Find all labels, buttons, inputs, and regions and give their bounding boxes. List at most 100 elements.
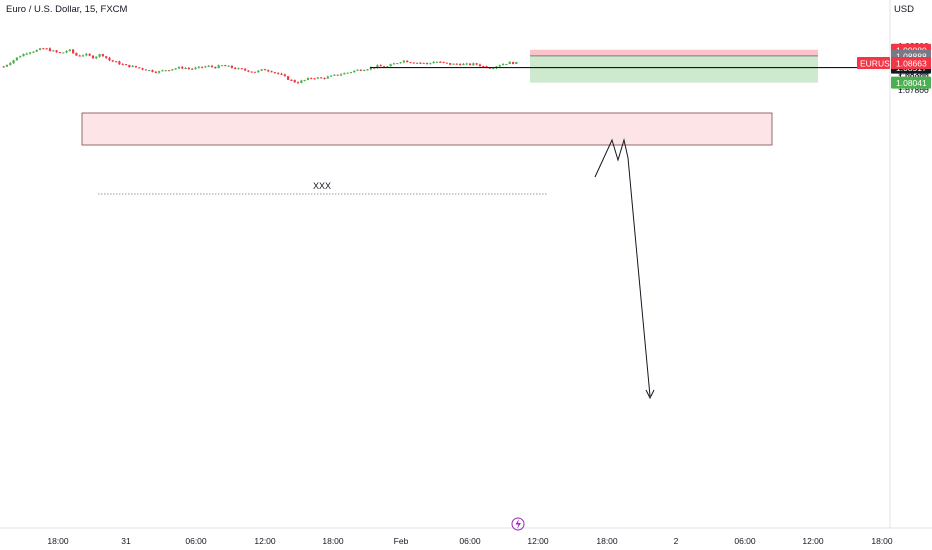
candle-body xyxy=(35,49,38,52)
candle-body xyxy=(505,63,508,65)
candle-body xyxy=(98,54,101,57)
candle-body xyxy=(429,63,432,65)
x-tick-label: 12:00 xyxy=(254,536,276,546)
x-tick-label: 06:00 xyxy=(734,536,756,546)
take-profit-zone xyxy=(530,55,818,83)
target-price-tag xyxy=(891,76,931,89)
candle-body xyxy=(459,64,462,66)
candle-body xyxy=(101,54,104,57)
candle-body xyxy=(478,64,482,67)
candle-body xyxy=(105,56,108,58)
stop-loss-zone xyxy=(530,49,818,56)
y-tick-label: 1.08300 xyxy=(898,69,929,79)
last-price-tag xyxy=(891,56,931,69)
candle-body xyxy=(111,60,114,62)
candle-body xyxy=(181,67,184,69)
candle-body xyxy=(339,74,343,76)
candle-body xyxy=(177,67,181,69)
candle-body xyxy=(32,51,35,53)
candle-body xyxy=(257,70,260,73)
candle-body xyxy=(128,64,131,68)
x-tick-label: 12:00 xyxy=(802,536,824,546)
candle-body xyxy=(472,63,475,66)
candle-body xyxy=(88,53,91,56)
candle-body xyxy=(131,65,134,68)
candle-body xyxy=(201,66,204,68)
candle-body xyxy=(118,61,121,65)
candle-body xyxy=(253,71,257,73)
candle-body xyxy=(45,48,48,50)
candle-body xyxy=(91,55,95,59)
candle-body xyxy=(234,67,237,69)
candle-body xyxy=(485,66,488,68)
candle-body xyxy=(376,65,379,68)
candle-body xyxy=(356,69,359,71)
supply-zone xyxy=(81,112,773,146)
candle-body xyxy=(214,66,217,69)
candle-body xyxy=(194,67,197,70)
candle-body xyxy=(343,73,346,75)
x-tick-label: 06:00 xyxy=(185,536,207,546)
candle-body xyxy=(310,78,313,80)
candle-body xyxy=(449,63,452,65)
candle-body xyxy=(154,71,157,73)
candle-body xyxy=(330,75,333,77)
candle-body xyxy=(138,67,141,69)
target-price-label: 1.08041 xyxy=(896,78,927,88)
candle-body xyxy=(336,74,339,76)
candle-body xyxy=(85,53,88,56)
candle-body xyxy=(78,55,81,57)
candle-body xyxy=(283,74,286,77)
candle-body xyxy=(359,69,362,71)
candle-body xyxy=(164,70,167,72)
candle-body xyxy=(392,63,396,65)
candle-body xyxy=(406,60,409,63)
candle-body xyxy=(396,63,399,65)
symbol-title: Euro / U.S. Dollar, 15, FXCM xyxy=(6,4,128,15)
candle-body xyxy=(306,78,310,80)
candle-body xyxy=(224,65,227,67)
candle-body xyxy=(498,65,501,67)
x-tick-label: 2 xyxy=(674,536,679,546)
candle-body xyxy=(386,66,389,68)
candle-body xyxy=(515,61,518,65)
candle-body xyxy=(151,70,154,72)
candle-body xyxy=(432,61,435,64)
candle-body xyxy=(462,63,465,66)
candle-body xyxy=(108,57,111,61)
candle-body xyxy=(475,63,478,65)
candle-body xyxy=(48,48,52,52)
candle-body xyxy=(412,62,415,64)
candle-body xyxy=(389,64,392,67)
candle-body xyxy=(9,63,12,65)
x-tick-label: Feb xyxy=(394,536,409,546)
candle-body xyxy=(5,64,9,67)
candle-body xyxy=(184,68,187,70)
lightning-icon[interactable] xyxy=(511,517,525,531)
candle-body xyxy=(187,68,190,70)
projection-path xyxy=(594,138,651,397)
entry-price-label: 1.08888 xyxy=(896,51,927,61)
candle-body xyxy=(452,63,455,65)
candle-body xyxy=(316,77,319,79)
candle-body xyxy=(273,72,276,74)
candle-body xyxy=(333,74,336,76)
candle-body xyxy=(134,65,138,68)
candle-body xyxy=(158,71,161,73)
candle-body xyxy=(207,65,210,67)
candle-body xyxy=(280,73,283,75)
candle-body xyxy=(313,78,316,80)
candle-body xyxy=(300,80,303,83)
candle-body xyxy=(42,48,45,50)
candle-body xyxy=(72,49,75,54)
x-tick-label: 18:00 xyxy=(47,536,69,546)
candle-body xyxy=(197,66,200,68)
candle-body xyxy=(488,67,491,69)
candle-body xyxy=(65,51,68,53)
candle-body xyxy=(287,76,290,80)
candle-body xyxy=(320,77,323,79)
candle-body xyxy=(260,69,263,71)
candle-body xyxy=(296,82,300,84)
candle-body xyxy=(210,65,214,67)
